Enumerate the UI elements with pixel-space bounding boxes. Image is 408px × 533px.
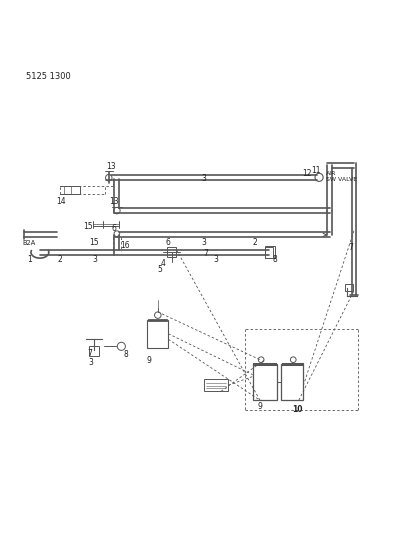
Text: 14: 14 [57,197,66,206]
Text: 1: 1 [27,255,32,264]
Text: 3: 3 [214,255,219,264]
Text: 7: 7 [204,248,208,257]
Text: AIR
SW VALVE: AIR SW VALVE [326,171,357,182]
Text: 16: 16 [120,240,130,249]
Text: 12: 12 [303,169,312,178]
Bar [204,379,228,391]
Bar [89,345,99,356]
Bar [345,284,353,291]
Bar [253,364,277,400]
Text: 3: 3 [202,174,206,183]
Text: 9: 9 [147,356,152,365]
Text: 8: 8 [123,350,128,359]
Bar [265,247,273,257]
Text: 13: 13 [109,197,118,206]
Text: 7: 7 [348,243,353,252]
Bar [167,247,176,257]
Text: 10: 10 [292,405,302,414]
Text: 5: 5 [157,265,162,274]
Text: 3: 3 [202,238,206,247]
Text: 13: 13 [106,161,115,171]
Text: 7: 7 [87,349,92,358]
Bar [265,246,275,259]
Text: 11: 11 [311,166,321,174]
Text: 6: 6 [111,224,116,233]
Text: 3: 3 [88,359,93,367]
Text: 8: 8 [272,255,277,264]
Text: B2A: B2A [22,240,35,246]
Text: 3: 3 [92,255,97,264]
Text: 2: 2 [252,238,257,247]
Text: 15: 15 [89,238,99,247]
Text: 2: 2 [58,255,62,264]
Text: 9: 9 [257,402,262,411]
Text: 6: 6 [165,238,170,247]
Bar [147,320,169,348]
Bar [281,364,303,400]
Text: 4: 4 [161,259,166,268]
Text: 5125 1300: 5125 1300 [26,71,71,80]
Text: 15: 15 [84,222,93,231]
